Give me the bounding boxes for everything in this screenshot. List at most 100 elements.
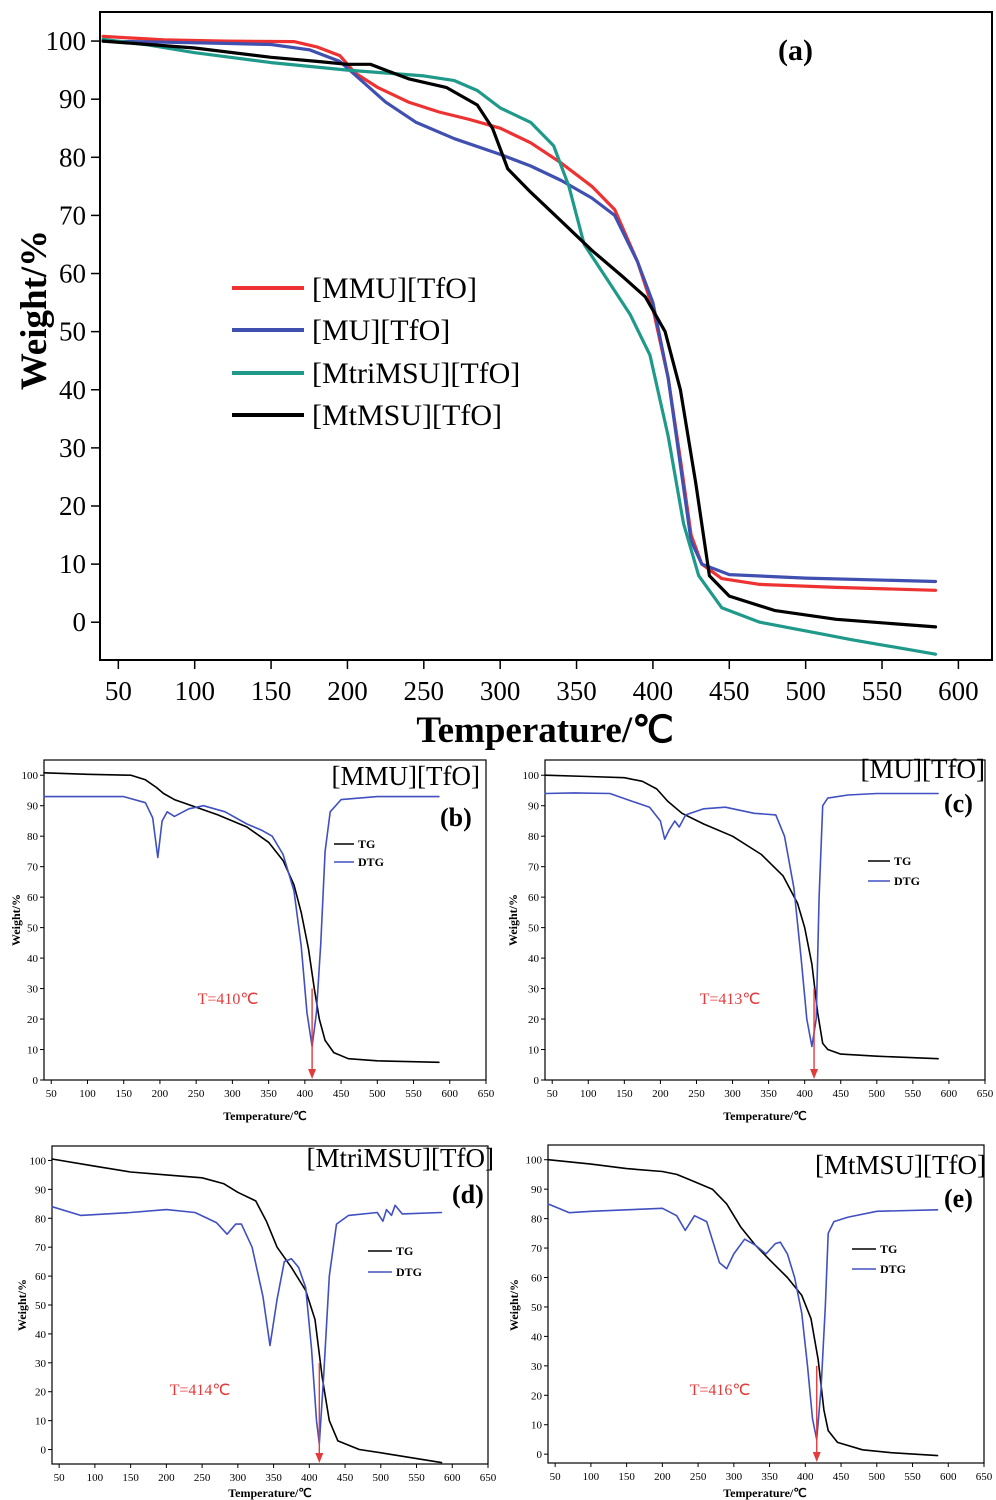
y-tick-label-80: 80 (35, 1213, 47, 1225)
y-tick-label-50: 50 (531, 1302, 543, 1314)
y-tick-label-40: 40 (59, 375, 86, 405)
x-tick-label-650: 650 (976, 1471, 993, 1483)
y-tick-label-40: 40 (528, 953, 540, 965)
x-tick-label-350: 350 (556, 676, 597, 706)
y-tick-label-80: 80 (531, 1214, 543, 1226)
panel-d-plot-frame (51, 1145, 489, 1465)
x-tick-label-350: 350 (761, 1471, 778, 1483)
panel-e: 50 100 150 200 250 300 350 400 450 500 550 600 650 0 1… (507, 1144, 993, 1500)
x-tick-label-350: 350 (260, 1088, 277, 1100)
panel-e-peak-annotation: T=416℃ (690, 1382, 751, 1399)
y-tick-label-10: 10 (35, 1416, 47, 1428)
panel-d-ticks: 50 100 150 200 250 300 350 400 450 500 550 600 650 0 1… (30, 1155, 497, 1484)
y-tick-label-30: 30 (27, 984, 39, 996)
panel-d-peak-annotation: T=414℃ (170, 1382, 231, 1399)
panel-b-curves (43, 772, 440, 1079)
x-tick-label-50: 50 (46, 1088, 58, 1100)
y-tick-label-40: 40 (27, 953, 39, 965)
y-tick-label-100: 100 (22, 770, 39, 782)
panel-c-title: [MU][TfO] (861, 754, 985, 784)
y-tick-label-10: 10 (528, 1045, 540, 1057)
x-tick-label-600: 600 (941, 1088, 958, 1100)
legend-label-mu: [MU][TfO] (312, 314, 450, 347)
y-tick-label-10: 10 (27, 1045, 39, 1057)
panel-d-legend: TG DTG (368, 1244, 422, 1279)
panel-c-y-axis-label: Weight/% (506, 894, 520, 946)
y-tick-label-0: 0 (73, 607, 87, 637)
panel-d-curves (51, 1158, 443, 1464)
legend-label-tg: TG (358, 837, 375, 851)
y-tick-label-90: 90 (27, 801, 39, 813)
x-tick-label-300: 300 (224, 1088, 241, 1100)
y-tick-label-50: 50 (59, 317, 86, 347)
x-tick-label-650: 650 (478, 1088, 495, 1100)
x-tick-label-250: 250 (194, 1472, 211, 1484)
panel-a-x-axis-label: Temperature/℃ (416, 710, 673, 751)
panel-c-peak-annotation: T=413℃ (700, 991, 761, 1008)
x-tick-label-200: 200 (158, 1472, 175, 1484)
panel-b-plot-frame (43, 759, 487, 1081)
y-tick-label-50: 50 (35, 1300, 47, 1312)
y-tick-label-0: 0 (41, 1445, 47, 1457)
x-tick-label-600: 600 (940, 1471, 957, 1483)
x-tick-label-50: 50 (105, 676, 132, 706)
x-tick-label-150: 150 (618, 1471, 635, 1483)
y-tick-label-100: 100 (46, 26, 87, 56)
series-line-tg (43, 772, 440, 1064)
x-tick-label-500: 500 (785, 676, 826, 706)
y-tick-label-80: 80 (528, 831, 540, 843)
panel-e-label: (e) (944, 1184, 973, 1213)
x-tick-label-400: 400 (796, 1088, 813, 1100)
x-tick-label-250: 250 (688, 1088, 705, 1100)
panel-e-title: [MtMSU][TfO] (815, 1150, 986, 1180)
x-tick-label-50: 50 (54, 1472, 66, 1484)
series-line-mtrimsu-tfo (101, 37, 938, 656)
x-tick-label-150: 150 (616, 1088, 633, 1100)
series-line-tg (547, 1158, 939, 1457)
x-tick-label-600: 600 (444, 1472, 461, 1484)
panel-a-legend: [MMU][TfO] [MU][TfO] [MtriMSU][TfO] [MtM… (232, 272, 520, 432)
panel-b-label: (b) (440, 803, 472, 832)
x-tick-label-650: 650 (480, 1472, 497, 1484)
peak-arrow (308, 988, 317, 1079)
x-tick-label-600: 600 (442, 1088, 459, 1100)
y-tick-label-70: 70 (27, 862, 39, 874)
y-tick-label-70: 70 (531, 1243, 543, 1255)
y-tick-label-100: 100 (523, 770, 540, 782)
y-tick-label-20: 20 (27, 1014, 39, 1026)
x-tick-label-150: 150 (122, 1472, 139, 1484)
x-tick-label-400: 400 (301, 1472, 318, 1484)
x-tick-label-600: 600 (938, 676, 979, 706)
x-tick-label-250: 250 (188, 1088, 205, 1100)
x-tick-label-100: 100 (79, 1088, 96, 1100)
series-line-mtmsu-tfo (101, 39, 938, 629)
y-tick-label-90: 90 (35, 1184, 47, 1196)
y-tick-label-70: 70 (528, 862, 540, 874)
y-tick-label-90: 90 (59, 84, 86, 114)
y-tick-label-30: 30 (531, 1361, 543, 1373)
x-tick-label-450: 450 (833, 1471, 850, 1483)
panel-a-plot-frame (99, 11, 993, 661)
legend-label-mmu: [MMU][TfO] (312, 272, 477, 305)
x-tick-label-300: 300 (230, 1472, 247, 1484)
y-tick-label-100: 100 (30, 1155, 47, 1167)
panel-b-title: [MMU][TfO] (332, 761, 480, 791)
x-tick-label-100: 100 (580, 1088, 597, 1100)
legend-label-dtg: DTG (894, 874, 920, 888)
panel-d-label: (d) (452, 1180, 484, 1209)
panel-b-y-axis-label: Weight/% (9, 894, 23, 946)
x-tick-label-500: 500 (373, 1472, 390, 1484)
panel-b: 50 100 150 200 250 300 350 400 450 500 550 600 650 0 1… (9, 759, 495, 1123)
legend-label-mtmsu: [MtMSU][TfO] (312, 399, 502, 432)
y-tick-label-90: 90 (528, 801, 540, 813)
y-tick-label-100: 100 (526, 1155, 543, 1167)
y-tick-label-20: 20 (35, 1387, 47, 1399)
x-tick-label-300: 300 (726, 1471, 743, 1483)
y-tick-label-70: 70 (35, 1242, 47, 1254)
x-tick-label-150: 150 (115, 1088, 132, 1100)
panel-e-x-axis-label: Temperature/℃ (723, 1486, 806, 1500)
legend-label-tg: TG (396, 1244, 413, 1258)
x-tick-label-100: 100 (174, 676, 215, 706)
x-tick-label-450: 450 (709, 676, 750, 706)
y-tick-label-70: 70 (59, 200, 86, 230)
